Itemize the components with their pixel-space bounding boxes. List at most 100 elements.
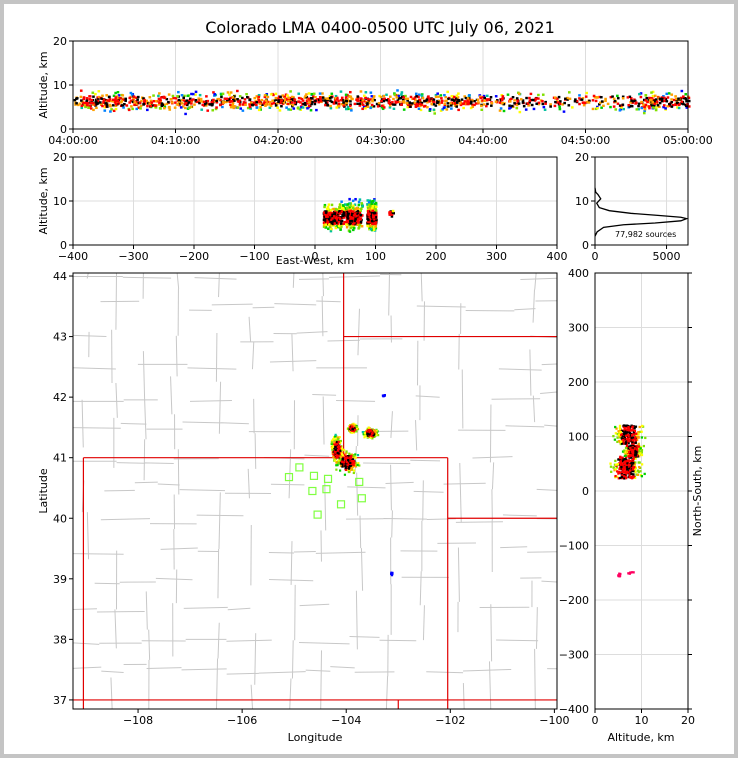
time-altitude-source	[369, 91, 373, 94]
eastwest-source	[328, 211, 332, 215]
tick-label-x: −106	[227, 714, 257, 727]
eastwest-source	[355, 214, 358, 218]
time-altitude-source	[684, 93, 688, 96]
altitude-northsouth-source	[631, 425, 634, 428]
time-altitude-source	[228, 93, 231, 96]
time-altitude-source	[382, 97, 386, 101]
tick-label-y: 10	[53, 195, 67, 208]
time-altitude-source	[385, 98, 388, 102]
time-altitude-source	[455, 105, 458, 108]
time-altitude-source	[432, 108, 436, 111]
map-source	[331, 444, 335, 447]
time-altitude-source	[190, 99, 193, 102]
eastwest-source	[339, 209, 342, 213]
time-altitude-source	[249, 107, 252, 110]
map-source	[348, 456, 352, 459]
time-altitude-source	[366, 103, 369, 107]
time-altitude-source	[376, 105, 380, 108]
time-altitude-source	[427, 97, 431, 100]
altitude-northsouth-source	[625, 454, 628, 457]
altitude-northsouth-source	[631, 447, 635, 450]
time-altitude-source	[236, 89, 239, 93]
time-altitude-source	[439, 109, 443, 112]
map-source	[331, 446, 334, 450]
eastwest-source	[331, 213, 334, 217]
time-altitude-source	[462, 106, 465, 110]
altitude-northsouth-source	[641, 424, 644, 428]
time-altitude-source	[253, 103, 256, 106]
altitude-northsouth-source	[616, 440, 619, 443]
time-altitude-source	[264, 99, 268, 102]
time-altitude-source	[498, 101, 502, 104]
altitude-northsouth-source	[634, 425, 638, 428]
time-altitude-source	[221, 92, 225, 96]
map-source	[337, 440, 340, 444]
tick-label-x: −100	[539, 714, 569, 727]
tick-label-y: 20	[575, 151, 589, 164]
time-altitude-source	[453, 102, 457, 105]
eastwest-source	[372, 228, 376, 232]
time-altitude-source	[241, 96, 244, 100]
eastwest-source	[331, 217, 334, 220]
time-altitude-source	[359, 98, 363, 102]
time-altitude-source	[369, 98, 372, 101]
eastwest-source	[375, 218, 378, 222]
time-altitude-source	[393, 103, 397, 106]
altitude-northsouth-source	[627, 430, 631, 434]
time-altitude-source	[415, 95, 418, 98]
eastwest-source	[352, 228, 355, 232]
altitude-northsouth-source	[630, 444, 633, 447]
time-altitude-source	[169, 98, 173, 101]
tick-label-y: 100	[568, 431, 589, 444]
map-source	[342, 449, 346, 452]
eastwest-source	[329, 229, 333, 233]
time-altitude-source	[150, 101, 154, 104]
time-altitude-source	[573, 100, 577, 103]
eastwest-source	[346, 203, 350, 206]
time-altitude-source	[611, 95, 614, 98]
time-altitude-source	[655, 100, 659, 103]
altitude-northsouth-source	[631, 468, 635, 471]
county-line	[72, 454, 513, 465]
map-source	[367, 428, 371, 432]
time-altitude-source	[78, 102, 82, 105]
time-altitude-source	[672, 98, 676, 102]
time-altitude-source	[635, 101, 638, 104]
altitude-northsouth-source	[621, 465, 624, 468]
map-source	[335, 454, 339, 457]
time-altitude-source	[432, 103, 436, 106]
map-source	[371, 432, 374, 435]
time-altitude-source	[317, 101, 321, 104]
eastwest-source	[337, 224, 341, 228]
map-source	[352, 469, 356, 472]
map-source	[344, 452, 347, 455]
time-altitude-source	[122, 106, 125, 109]
time-altitude-source	[629, 104, 633, 108]
time-altitude-source	[94, 98, 98, 101]
time-altitude-source	[682, 102, 685, 106]
time-altitude-source	[567, 91, 571, 94]
time-altitude-source	[670, 100, 674, 104]
map-source	[335, 464, 338, 467]
altitude-northsouth-source	[640, 449, 644, 452]
altitude-northsouth-source	[617, 434, 621, 437]
time-altitude-source	[294, 102, 297, 106]
time-altitude-source	[335, 106, 339, 109]
time-altitude-source	[284, 93, 288, 96]
map-source	[372, 429, 375, 432]
map-source	[341, 465, 344, 468]
tick-label-x: 0	[592, 714, 599, 727]
time-altitude-source	[413, 96, 417, 99]
time-altitude-source	[393, 93, 397, 96]
time-altitude-source	[167, 93, 171, 96]
time-altitude-source	[89, 107, 93, 110]
time-altitude-source	[566, 96, 569, 100]
eastwest-source	[334, 207, 337, 211]
time-altitude-source	[618, 104, 622, 107]
time-altitude-source	[516, 101, 520, 104]
time-altitude-source	[440, 97, 443, 100]
time-altitude-source	[182, 99, 186, 102]
eastwest-source	[331, 224, 335, 227]
